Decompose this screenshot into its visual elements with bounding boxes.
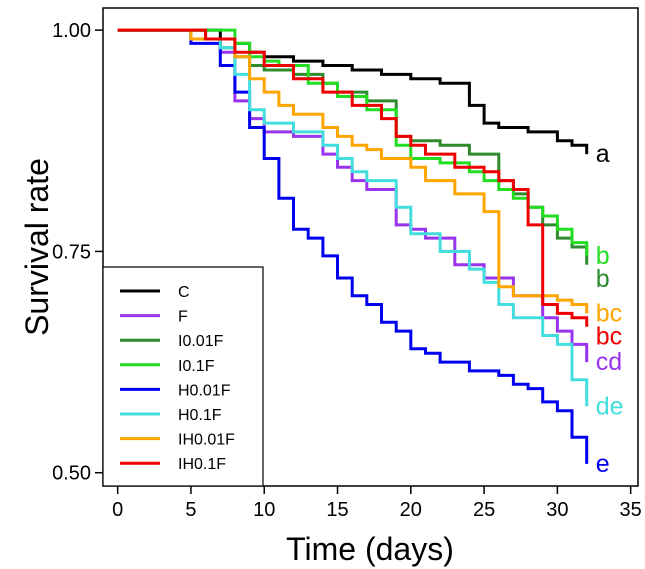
y-tick-label: 0.75 (52, 241, 91, 263)
plot-frame (102, 7, 639, 487)
y-tick-label: 1.00 (52, 20, 91, 42)
significance-label: cd (596, 348, 622, 376)
x-axis-title: Time (days) (286, 531, 454, 567)
legend-label: I0.1F (178, 358, 215, 375)
legend-label: H0.1F (178, 407, 222, 424)
significance-label: b (596, 242, 610, 270)
significance-label: b (596, 265, 610, 293)
x-tick-label: 5 (185, 499, 196, 521)
series-line-i01f (117, 28, 589, 256)
legend-label: F (178, 309, 188, 326)
significance-label: e (596, 450, 610, 478)
x-tick-label: 15 (326, 499, 348, 521)
legend-label: C (178, 284, 190, 301)
legend-label: H0.01F (178, 382, 231, 399)
x-tick-label: 25 (473, 499, 495, 521)
x-tick-label: 35 (620, 499, 642, 521)
x-tick-label: 10 (253, 499, 275, 521)
legend: CF I0.01F I0.1F H0.01F H0.1F IH0.01F IH0.1F (102, 266, 264, 487)
series-line-h001f (117, 28, 589, 464)
y-axis-title: Survival rate (19, 158, 55, 336)
legend-label: IH0.01F (178, 432, 235, 449)
significance-label: bc (596, 322, 622, 350)
series-layer (117, 28, 589, 464)
y-axis: 0.50 0.75 1.00 (52, 20, 103, 485)
significance-label: bc (596, 299, 622, 327)
y-tick-label: 0.50 (52, 463, 91, 485)
x-tick-label: 20 (400, 499, 422, 521)
significance-label: a (596, 140, 610, 168)
significance-label: de (596, 392, 624, 420)
legend-box (102, 266, 264, 487)
series-line-ih001f (117, 28, 589, 314)
legend-label: IH0.1F (178, 456, 226, 473)
x-axis: 0 5 10 15 20 25 30 35 (112, 486, 642, 521)
series-line-ih01f (117, 28, 589, 327)
x-tick-label: 30 (546, 499, 568, 521)
x-tick-label: 0 (112, 499, 123, 521)
legend-label: I0.01F (178, 333, 224, 350)
